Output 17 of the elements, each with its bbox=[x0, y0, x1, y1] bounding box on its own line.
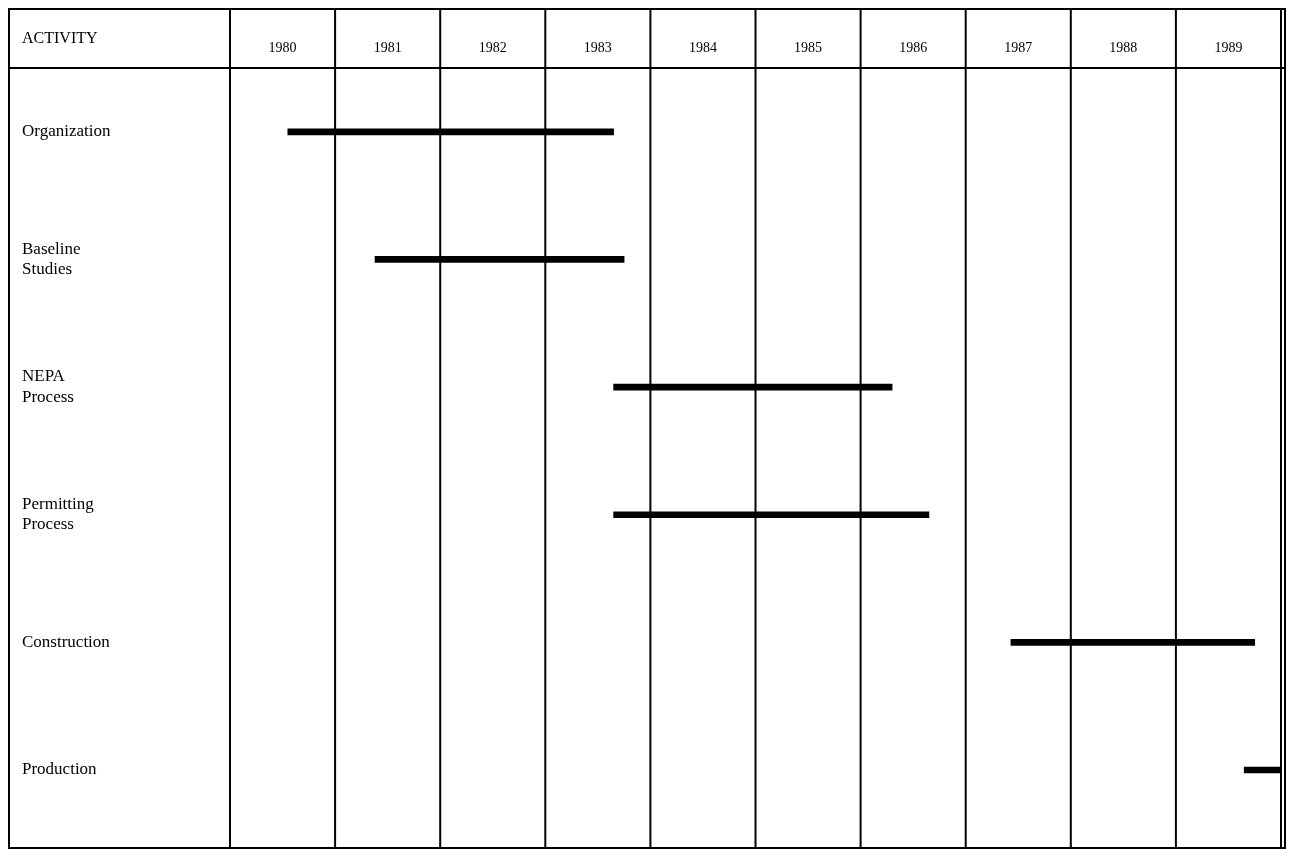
x-tick-label: 1987 bbox=[1004, 40, 1033, 56]
x-tick-label: 1981 bbox=[373, 40, 402, 56]
y-tick-label: Baseline Studies bbox=[22, 238, 81, 279]
y-tick-label: Permitting Process bbox=[22, 493, 95, 534]
x-tick-label: 1989 bbox=[1214, 40, 1243, 56]
y-tick-label: Production bbox=[22, 759, 98, 779]
y-tick-label: Organization bbox=[22, 121, 111, 141]
x-tick-label: 1980 bbox=[268, 40, 297, 56]
x-tick-label: 1986 bbox=[899, 40, 928, 56]
x-tick-label: 1982 bbox=[478, 40, 507, 56]
y-tick-label: Construction bbox=[22, 631, 111, 651]
y-axis-title: ACTIVITY bbox=[22, 29, 98, 47]
x-tick-label: 1983 bbox=[583, 40, 612, 56]
x-tick-label: 1988 bbox=[1109, 40, 1138, 56]
x-tick-label: 1984 bbox=[688, 40, 717, 56]
y-tick-label: NEPA Process bbox=[22, 366, 74, 406]
x-tick-label: 1985 bbox=[794, 40, 823, 56]
